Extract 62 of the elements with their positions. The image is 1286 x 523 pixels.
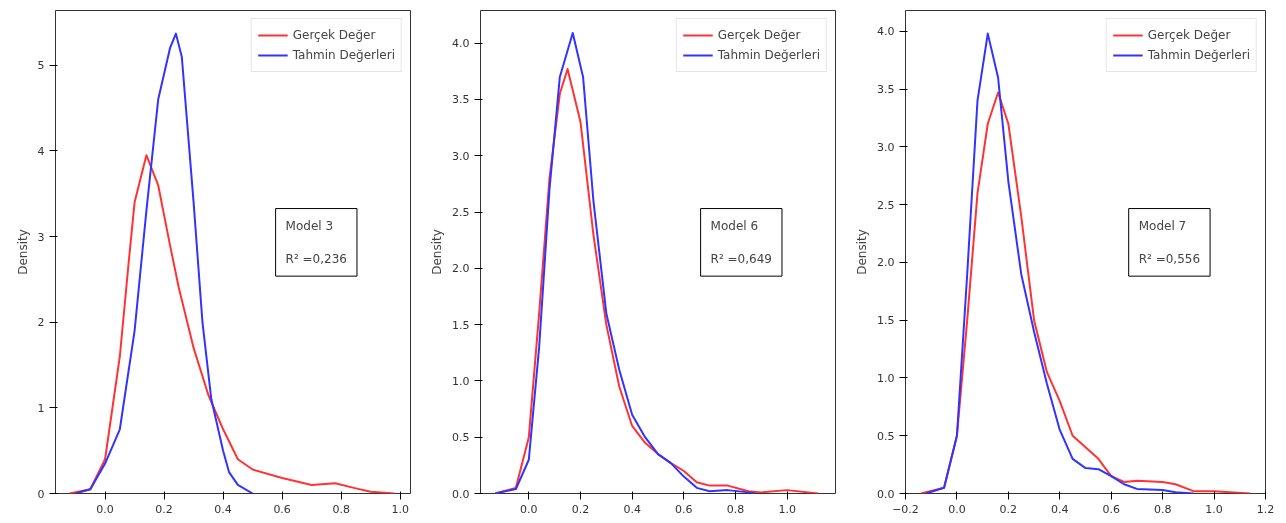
y-axis-title: Density [430,229,445,275]
x-tick-label: 0.6 [273,502,291,516]
y-tick-label: 4.0 [452,37,470,51]
legend-label: Tahmin Değerleri [292,48,395,62]
annotation: Model 3 [285,218,334,233]
y-axis-title: Density [855,229,870,275]
y-tick-label: 3.5 [452,93,470,107]
x-tick-label: 0.8 [332,502,350,516]
y-tick-label: 3 [37,230,45,244]
annotation: Model 7 [1138,218,1187,233]
annotation: R² =0,236 [285,252,347,267]
legend-label: Tahmin Değerleri [717,48,820,62]
x-tick-label: 1.0 [391,502,409,516]
legend-label: Gerçek Değer [717,28,801,42]
x-tick-label: 0.0 [96,502,114,516]
line-series [68,154,396,494]
annotation: Model 6 [710,218,759,233]
y-axis-title: Density [15,229,30,275]
y-tick-label: 5 [37,59,45,73]
x-tick-label: 0.2 [999,502,1018,516]
x-tick-label: 0.4 [623,502,641,516]
line-series [74,32,254,494]
y-tick-label: 2.0 [452,262,470,276]
x-tick-label: 0.0 [520,502,538,516]
x-tick-label: 0.2 [155,502,173,516]
x-tick-label: 1.2 [1256,502,1275,516]
line-series [919,91,1252,494]
legend-label: Gerçek Değer [292,28,376,42]
x-tick-label: 0.8 [726,502,745,516]
x-tick-label: 0.4 [1051,502,1069,516]
x-tick-label: 0.6 [1102,502,1120,516]
x-tick-label: 0.4 [214,502,232,516]
y-tick-label: 1.5 [452,318,470,332]
y-tick-label: 4 [37,144,45,158]
x-tick-label: 0.6 [675,502,693,516]
y-tick-label: 2 [37,316,45,330]
x-tick-label: 0.0 [948,502,966,516]
y-tick-label: 2.5 [452,206,470,220]
y-tick-label: 2.5 [877,198,895,212]
y-tick-label: 0.0 [877,487,895,501]
y-tick-label: 3.0 [877,140,895,154]
y-tick-label: 3.0 [452,149,470,163]
y-tick-label: 2.0 [877,256,895,270]
x-tick-label: 1.0 [1205,502,1223,516]
y-tick-label: 1.0 [452,374,470,388]
annotation: R² =0,556 [1138,252,1201,267]
x-tick-label: 0.8 [1153,502,1172,516]
legend-label: Tahmin Değerleri [1147,48,1250,62]
x-tick-label: 0.2 [571,502,590,516]
y-tick-label: 1 [37,401,45,415]
y-tick-label: 4.0 [877,25,895,39]
x-tick-label: 1.0 [778,502,796,516]
x-tick-label: −0.2 [892,502,919,516]
y-tick-label: 0.5 [877,429,895,443]
y-tick-label: 0 [37,487,45,501]
legend-label: Gerçek Değer [1147,28,1231,42]
annotation: R² =0,649 [710,252,772,267]
y-tick-label: 0.5 [452,431,470,445]
y-tick-label: 1.5 [877,314,895,328]
y-tick-label: 0.0 [452,487,470,501]
y-tick-label: 3.5 [877,83,895,97]
y-tick-label: 1.0 [877,371,895,385]
